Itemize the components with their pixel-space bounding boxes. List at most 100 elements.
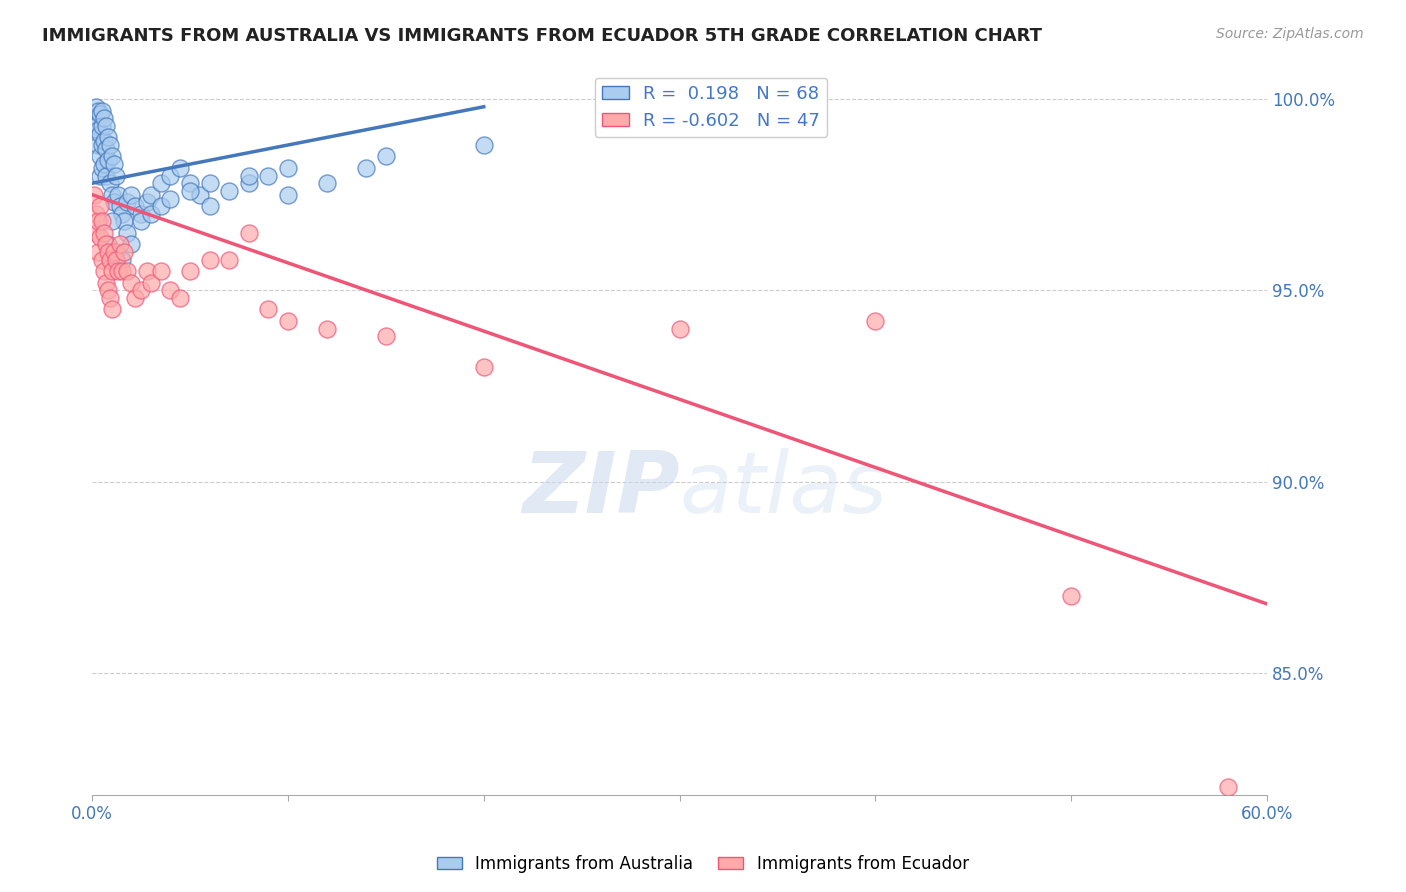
Point [93, 157, 115, 171]
Point [100, 264, 122, 278]
Point [257, 169, 280, 183]
Point [108, 199, 131, 213]
Point [149, 264, 172, 278]
Point [103, 245, 125, 260]
Point [238, 226, 260, 240]
Point [117, 226, 139, 240]
Point [257, 302, 280, 317]
Point [159, 192, 181, 206]
Point [159, 169, 181, 183]
Point [104, 169, 127, 183]
Point [277, 161, 299, 175]
Point [93, 264, 115, 278]
Legend: Immigrants from Australia, Immigrants from Ecuador: Immigrants from Australia, Immigrants fr… [430, 848, 976, 880]
Point [129, 214, 152, 228]
Point [97, 153, 120, 168]
Point [97, 245, 120, 260]
Point [110, 207, 132, 221]
Point [100, 149, 122, 163]
Point [94, 119, 117, 133]
Text: atlas: atlas [679, 449, 887, 532]
Point [110, 264, 132, 278]
Point [139, 187, 162, 202]
Point [179, 176, 201, 190]
Point [97, 237, 120, 252]
Point [668, 321, 690, 335]
Point [120, 187, 142, 202]
Point [472, 138, 495, 153]
Point [87, 245, 110, 260]
Point [97, 283, 120, 297]
Point [117, 264, 139, 278]
Point [91, 103, 114, 118]
Point [98, 138, 121, 153]
Point [136, 195, 159, 210]
Point [117, 195, 139, 210]
Point [94, 142, 117, 156]
Point [124, 199, 146, 213]
Point [91, 252, 114, 267]
Point [238, 169, 260, 183]
Point [238, 176, 260, 190]
Point [94, 276, 117, 290]
Point [100, 302, 122, 317]
Point [83, 112, 105, 126]
Point [84, 207, 107, 221]
Point [198, 176, 221, 190]
Point [100, 214, 122, 228]
Point [374, 329, 396, 343]
Point [91, 138, 114, 153]
Point [89, 169, 111, 183]
Point [100, 187, 122, 202]
Point [87, 103, 110, 118]
Point [472, 359, 495, 374]
Point [1060, 589, 1083, 603]
Point [218, 252, 240, 267]
Point [110, 252, 132, 267]
Point [356, 161, 378, 175]
Point [120, 276, 142, 290]
Point [103, 195, 125, 210]
Point [198, 252, 221, 267]
Point [316, 321, 339, 335]
Point [98, 252, 121, 267]
Point [188, 187, 211, 202]
Point [87, 214, 110, 228]
Point [139, 276, 162, 290]
Point [120, 237, 142, 252]
Point [112, 214, 135, 228]
Point [98, 252, 121, 267]
Point [87, 138, 110, 153]
Point [149, 176, 172, 190]
Point [129, 207, 152, 221]
Point [108, 237, 131, 252]
Point [218, 184, 240, 198]
Point [91, 214, 114, 228]
Point [104, 252, 127, 267]
Point [89, 107, 111, 121]
Point [159, 283, 181, 297]
Text: ZIP: ZIP [522, 449, 679, 532]
Point [1216, 780, 1239, 795]
Point [107, 187, 129, 202]
Point [179, 184, 201, 198]
Point [112, 245, 135, 260]
Point [89, 149, 111, 163]
Point [136, 264, 159, 278]
Point [124, 291, 146, 305]
Point [169, 291, 191, 305]
Point [93, 134, 115, 148]
Point [104, 245, 127, 260]
Point [94, 237, 117, 252]
Point [149, 199, 172, 213]
Point [89, 127, 111, 141]
Point [107, 264, 129, 278]
Legend: R =  0.198   N = 68, R = -0.602   N = 47: R = 0.198 N = 68, R = -0.602 N = 47 [595, 78, 828, 137]
Point [93, 226, 115, 240]
Point [94, 169, 117, 183]
Text: IMMIGRANTS FROM AUSTRALIA VS IMMIGRANTS FROM ECUADOR 5TH GRADE CORRELATION CHART: IMMIGRANTS FROM AUSTRALIA VS IMMIGRANTS … [42, 27, 1042, 45]
Point [316, 176, 339, 190]
Point [87, 122, 110, 136]
Point [84, 226, 107, 240]
Point [84, 100, 107, 114]
